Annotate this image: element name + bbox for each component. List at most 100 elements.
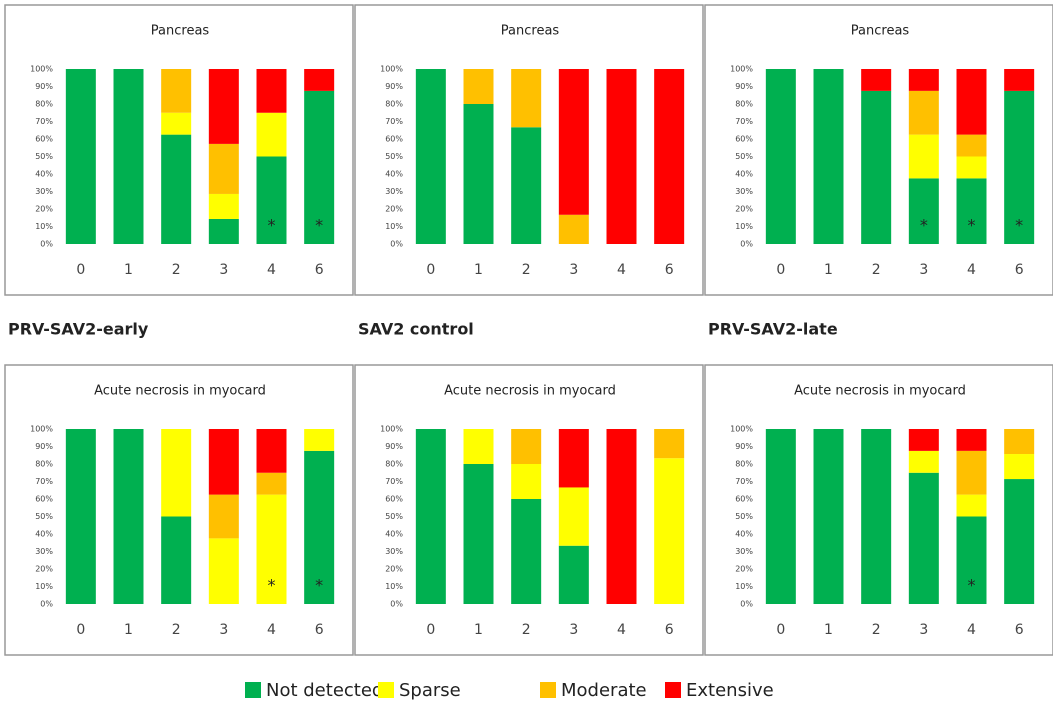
x-tick-label: 6 <box>1015 622 1024 638</box>
bar-segment <box>511 499 542 604</box>
bar-segment <box>304 69 335 91</box>
y-tick-label: 50% <box>35 512 53 521</box>
y-tick-label: 30% <box>35 547 53 556</box>
y-tick-label: 80% <box>385 460 403 469</box>
x-tick-label: 2 <box>872 622 881 638</box>
y-tick-label: 30% <box>735 547 753 556</box>
bar-segment <box>1004 429 1035 455</box>
y-tick-label: 10% <box>735 222 753 231</box>
panel-border <box>354 364 704 656</box>
x-tick-label: 6 <box>665 262 674 278</box>
bar-segment <box>558 214 589 244</box>
y-tick-label: 10% <box>385 582 403 591</box>
y-tick-label: 20% <box>385 565 403 574</box>
bar-segment <box>558 69 589 215</box>
y-tick-label: 40% <box>35 530 53 539</box>
x-tick-label: 4 <box>617 262 626 278</box>
bar-segment <box>861 69 892 91</box>
y-tick-label: 50% <box>735 512 753 521</box>
bar-segment <box>654 458 685 604</box>
bar-segment <box>1004 69 1035 91</box>
bar-segment <box>861 429 892 604</box>
y-tick-label: 60% <box>735 135 753 144</box>
y-tick-label: 0% <box>40 600 53 609</box>
bar-segment <box>956 69 987 135</box>
y-tick-label: 100% <box>30 425 53 434</box>
chart-title: Pancreas <box>851 24 910 39</box>
y-tick-label: 30% <box>735 187 753 196</box>
y-tick-label: 90% <box>735 82 753 91</box>
y-tick-label: 70% <box>735 477 753 486</box>
panel-border <box>704 364 1053 656</box>
bar-segment <box>161 112 192 135</box>
y-tick-label: 100% <box>730 65 753 74</box>
group-label: PRV-SAV2-early <box>8 320 149 339</box>
x-tick-label: 6 <box>1015 262 1024 278</box>
x-tick-label: 3 <box>569 262 578 278</box>
bar-segment <box>956 134 987 157</box>
group-label: SAV2 control <box>358 320 474 339</box>
y-tick-label: 20% <box>735 205 753 214</box>
legend-swatch <box>665 682 681 698</box>
chart-title: Acute necrosis in myocard <box>94 384 266 399</box>
y-tick-label: 40% <box>35 170 53 179</box>
bar-segment <box>908 69 939 91</box>
bar-segment <box>161 134 192 244</box>
bar-segment <box>304 450 335 604</box>
bar-segment <box>511 429 542 464</box>
x-tick-label: 0 <box>776 622 785 638</box>
y-tick-label: 80% <box>35 460 53 469</box>
bar-segment <box>208 143 239 194</box>
y-tick-label: 10% <box>385 222 403 231</box>
y-tick-label: 0% <box>740 600 753 609</box>
significance-marker: * <box>920 216 928 235</box>
panel-border <box>4 364 354 656</box>
y-tick-label: 40% <box>385 170 403 179</box>
y-tick-label: 70% <box>385 117 403 126</box>
y-tick-label: 90% <box>385 442 403 451</box>
y-tick-label: 50% <box>385 152 403 161</box>
bar-segment <box>956 494 987 517</box>
x-tick-label: 4 <box>967 622 976 638</box>
y-tick-label: 10% <box>735 582 753 591</box>
x-tick-label: 1 <box>124 262 133 278</box>
x-tick-label: 2 <box>172 262 181 278</box>
bar-segment <box>113 429 144 604</box>
y-tick-label: 20% <box>735 565 753 574</box>
chart-title: Pancreas <box>501 24 560 39</box>
y-tick-label: 90% <box>35 442 53 451</box>
bar-segment <box>208 69 239 144</box>
x-tick-label: 2 <box>522 622 531 638</box>
bar-segment <box>415 429 446 604</box>
y-tick-label: 90% <box>385 82 403 91</box>
y-tick-label: 80% <box>385 100 403 109</box>
x-tick-label: 0 <box>76 262 85 278</box>
y-tick-label: 20% <box>35 205 53 214</box>
bar-segment <box>558 487 589 546</box>
y-tick-label: 100% <box>730 425 753 434</box>
significance-marker: * <box>315 576 323 595</box>
bar-segment <box>1004 479 1035 604</box>
bar-segment <box>208 429 239 495</box>
legend-swatch <box>378 682 394 698</box>
legend-label: Extensive <box>686 680 774 701</box>
bar-segment <box>956 156 987 179</box>
bar-segment <box>908 472 939 604</box>
bar-segment <box>606 69 637 244</box>
x-tick-label: 1 <box>474 622 483 638</box>
x-tick-label: 6 <box>315 622 324 638</box>
legend-label: Moderate <box>561 680 647 701</box>
y-tick-label: 0% <box>390 600 403 609</box>
x-tick-label: 3 <box>569 622 578 638</box>
y-tick-label: 100% <box>380 65 403 74</box>
bar-segment <box>511 69 542 128</box>
y-tick-label: 10% <box>35 222 53 231</box>
x-tick-label: 3 <box>919 622 928 638</box>
bar-segment <box>1004 90 1035 244</box>
y-tick-label: 60% <box>385 495 403 504</box>
y-tick-label: 20% <box>35 565 53 574</box>
y-tick-label: 30% <box>35 187 53 196</box>
bar-segment <box>65 69 96 244</box>
y-tick-label: 70% <box>385 477 403 486</box>
legend-swatch <box>540 682 556 698</box>
